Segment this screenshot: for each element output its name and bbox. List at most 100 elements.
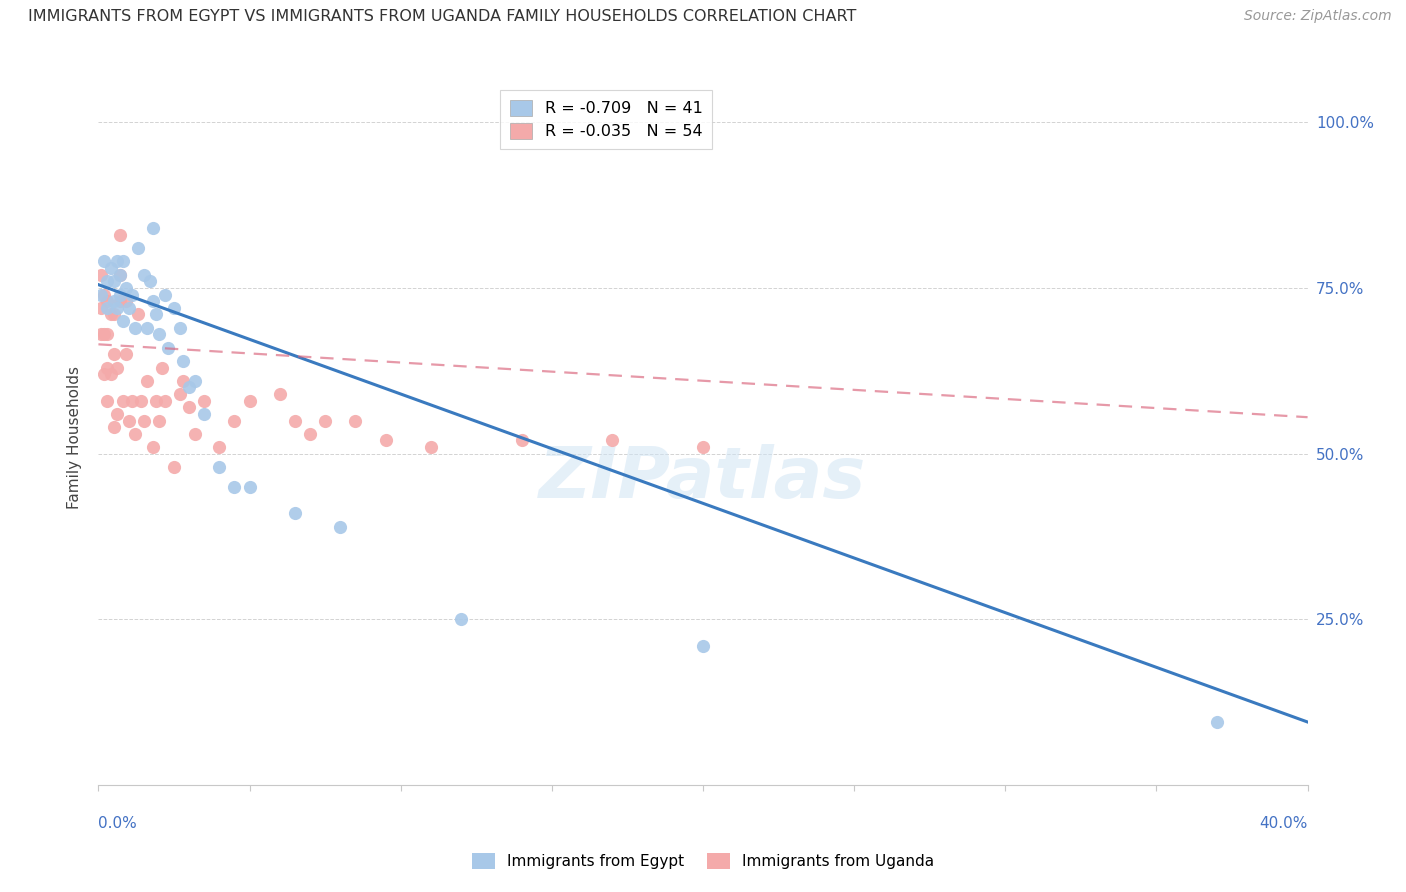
Point xyxy=(184,374,207,388)
Point xyxy=(184,426,207,441)
Point xyxy=(208,459,231,474)
Point xyxy=(510,434,533,448)
Point xyxy=(239,480,262,494)
Point xyxy=(150,360,173,375)
Point xyxy=(135,374,157,388)
Point xyxy=(108,287,131,301)
Text: IMMIGRANTS FROM EGYPT VS IMMIGRANTS FROM UGANDA FAMILY HOUSEHOLDS CORRELATION CH: IMMIGRANTS FROM EGYPT VS IMMIGRANTS FROM… xyxy=(28,9,856,24)
Point xyxy=(156,341,179,355)
Point xyxy=(135,320,157,334)
Point xyxy=(314,413,336,427)
Text: ZIPatlas: ZIPatlas xyxy=(540,444,866,513)
Point xyxy=(224,480,246,494)
Point xyxy=(172,374,194,388)
Point xyxy=(127,241,149,255)
Point xyxy=(114,281,136,295)
Point xyxy=(124,320,146,334)
Point xyxy=(100,367,122,381)
Point xyxy=(118,413,141,427)
Point xyxy=(90,327,112,342)
Point xyxy=(179,380,201,394)
Point xyxy=(420,440,443,454)
Point xyxy=(96,327,118,342)
Point xyxy=(108,268,131,282)
Point xyxy=(90,287,112,301)
Point xyxy=(172,354,194,368)
Point xyxy=(132,413,155,427)
Point xyxy=(148,413,170,427)
Text: 0.0%: 0.0% xyxy=(98,816,138,831)
Point xyxy=(239,393,262,408)
Point xyxy=(224,413,246,427)
Point xyxy=(103,308,125,322)
Point xyxy=(90,301,112,315)
Point xyxy=(169,387,191,401)
Legend: Immigrants from Egypt, Immigrants from Uganda: Immigrants from Egypt, Immigrants from U… xyxy=(465,847,941,875)
Point xyxy=(96,294,118,309)
Point xyxy=(153,287,176,301)
Point xyxy=(93,287,115,301)
Point xyxy=(344,413,367,427)
Point xyxy=(93,327,115,342)
Text: 40.0%: 40.0% xyxy=(1260,816,1308,831)
Point xyxy=(90,268,112,282)
Point xyxy=(96,360,118,375)
Point xyxy=(163,459,186,474)
Point xyxy=(96,301,118,315)
Point xyxy=(284,506,307,520)
Point xyxy=(124,426,146,441)
Point xyxy=(108,268,131,282)
Point xyxy=(163,301,186,315)
Point xyxy=(103,294,125,309)
Point xyxy=(153,393,176,408)
Point xyxy=(692,440,714,454)
Point xyxy=(105,301,128,315)
Point xyxy=(145,393,167,408)
Point xyxy=(114,294,136,309)
Point xyxy=(145,308,167,322)
Point xyxy=(329,519,352,533)
Point xyxy=(103,274,125,288)
Point xyxy=(96,393,118,408)
Point xyxy=(179,401,201,415)
Point xyxy=(114,347,136,361)
Point xyxy=(450,612,472,626)
Point xyxy=(142,440,165,454)
Point xyxy=(299,426,322,441)
Point xyxy=(692,639,714,653)
Point xyxy=(111,254,134,268)
Point xyxy=(105,407,128,421)
Point xyxy=(139,274,162,288)
Point xyxy=(142,294,165,309)
Point xyxy=(118,301,141,315)
Point xyxy=(1206,714,1229,729)
Point xyxy=(602,434,624,448)
Point xyxy=(284,413,307,427)
Point xyxy=(193,407,215,421)
Point xyxy=(129,393,152,408)
Point xyxy=(103,347,125,361)
Point xyxy=(111,314,134,328)
Point xyxy=(121,393,143,408)
Point xyxy=(105,360,128,375)
Y-axis label: Family Households: Family Households xyxy=(67,366,83,508)
Point xyxy=(169,320,191,334)
Point xyxy=(100,261,122,276)
Point xyxy=(132,268,155,282)
Point xyxy=(111,393,134,408)
Point xyxy=(100,308,122,322)
Point xyxy=(103,420,125,434)
Point xyxy=(96,274,118,288)
Point xyxy=(127,308,149,322)
Point xyxy=(105,254,128,268)
Legend: R = -0.709   N = 41, R = -0.035   N = 54: R = -0.709 N = 41, R = -0.035 N = 54 xyxy=(501,90,713,149)
Point xyxy=(193,393,215,408)
Point xyxy=(142,221,165,235)
Point xyxy=(93,367,115,381)
Text: Source: ZipAtlas.com: Source: ZipAtlas.com xyxy=(1244,9,1392,23)
Point xyxy=(269,387,291,401)
Point xyxy=(208,440,231,454)
Point xyxy=(121,287,143,301)
Point xyxy=(108,227,131,242)
Point xyxy=(108,294,131,309)
